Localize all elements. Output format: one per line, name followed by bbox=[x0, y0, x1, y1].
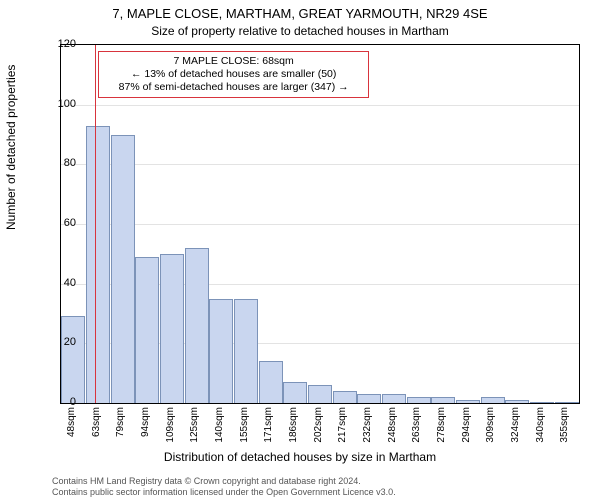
property-marker-line bbox=[95, 45, 96, 403]
x-tick-label: 63sqm bbox=[91, 407, 102, 447]
histogram-bar bbox=[308, 385, 332, 403]
x-tick-label: 155sqm bbox=[239, 407, 250, 447]
histogram-bar bbox=[185, 248, 209, 403]
histogram-bar bbox=[234, 299, 258, 403]
histogram-bar bbox=[111, 135, 135, 404]
histogram-bar bbox=[357, 394, 381, 403]
x-tick-label: 278sqm bbox=[436, 407, 447, 447]
x-tick-label: 186sqm bbox=[288, 407, 299, 447]
attribution-footer: Contains HM Land Registry data © Crown c… bbox=[52, 476, 396, 499]
y-axis-label: Number of detached properties bbox=[4, 65, 18, 230]
gridline bbox=[61, 224, 579, 225]
y-tick-label: 100 bbox=[58, 98, 76, 110]
chart-subtitle: Size of property relative to detached ho… bbox=[0, 24, 600, 38]
annotation-line: ← 13% of detached houses are smaller (50… bbox=[105, 68, 362, 81]
x-tick-label: 202sqm bbox=[313, 407, 324, 447]
histogram-bar bbox=[259, 361, 283, 403]
x-tick-label: 171sqm bbox=[263, 407, 274, 447]
histogram-bar bbox=[333, 391, 357, 403]
histogram-bar bbox=[456, 400, 480, 403]
gridline bbox=[61, 105, 579, 106]
x-tick-label: 125sqm bbox=[189, 407, 200, 447]
y-tick-label: 80 bbox=[64, 157, 76, 169]
histogram-bar bbox=[135, 257, 159, 403]
x-axis-label: Distribution of detached houses by size … bbox=[0, 450, 600, 464]
annotation-line: 87% of semi-detached houses are larger (… bbox=[105, 81, 362, 94]
chart-title-address: 7, MAPLE CLOSE, MARTHAM, GREAT YARMOUTH,… bbox=[0, 6, 600, 21]
x-tick-label: 48sqm bbox=[66, 407, 77, 447]
footer-line2: Contains public sector information licen… bbox=[52, 487, 396, 498]
y-tick-label: 60 bbox=[64, 217, 76, 229]
y-tick-label: 40 bbox=[64, 277, 76, 289]
x-tick-label: 217sqm bbox=[337, 407, 348, 447]
histogram-bar bbox=[431, 397, 455, 403]
histogram-bar bbox=[283, 382, 307, 403]
annotation-box: 7 MAPLE CLOSE: 68sqm← 13% of detached ho… bbox=[98, 51, 369, 98]
x-tick-label: 355sqm bbox=[559, 407, 570, 447]
annotation-line: 7 MAPLE CLOSE: 68sqm bbox=[105, 55, 362, 68]
histogram-bar bbox=[481, 397, 505, 403]
x-tick-label: 294sqm bbox=[461, 407, 472, 447]
y-tick-label: 20 bbox=[64, 336, 76, 348]
histogram-bar bbox=[555, 402, 579, 403]
x-tick-label: 94sqm bbox=[140, 407, 151, 447]
x-tick-label: 109sqm bbox=[165, 407, 176, 447]
histogram-bar bbox=[407, 397, 431, 403]
x-tick-label: 340sqm bbox=[535, 407, 546, 447]
histogram-bar bbox=[505, 400, 529, 403]
x-tick-label: 309sqm bbox=[485, 407, 496, 447]
histogram-bar bbox=[209, 299, 233, 403]
histogram-bar bbox=[160, 254, 184, 403]
x-tick-label: 232sqm bbox=[362, 407, 373, 447]
x-tick-label: 79sqm bbox=[115, 407, 126, 447]
x-tick-label: 140sqm bbox=[214, 407, 225, 447]
histogram-bar bbox=[86, 126, 110, 403]
gridline bbox=[61, 164, 579, 165]
histogram-bar bbox=[382, 394, 406, 403]
histogram-bar bbox=[530, 402, 554, 403]
histogram-bar bbox=[61, 316, 85, 403]
footer-line1: Contains HM Land Registry data © Crown c… bbox=[52, 476, 396, 487]
x-tick-label: 248sqm bbox=[387, 407, 398, 447]
x-tick-label: 324sqm bbox=[510, 407, 521, 447]
plot-area: 7 MAPLE CLOSE: 68sqm← 13% of detached ho… bbox=[60, 44, 580, 404]
x-tick-label: 263sqm bbox=[411, 407, 422, 447]
y-tick-label: 120 bbox=[58, 38, 76, 50]
